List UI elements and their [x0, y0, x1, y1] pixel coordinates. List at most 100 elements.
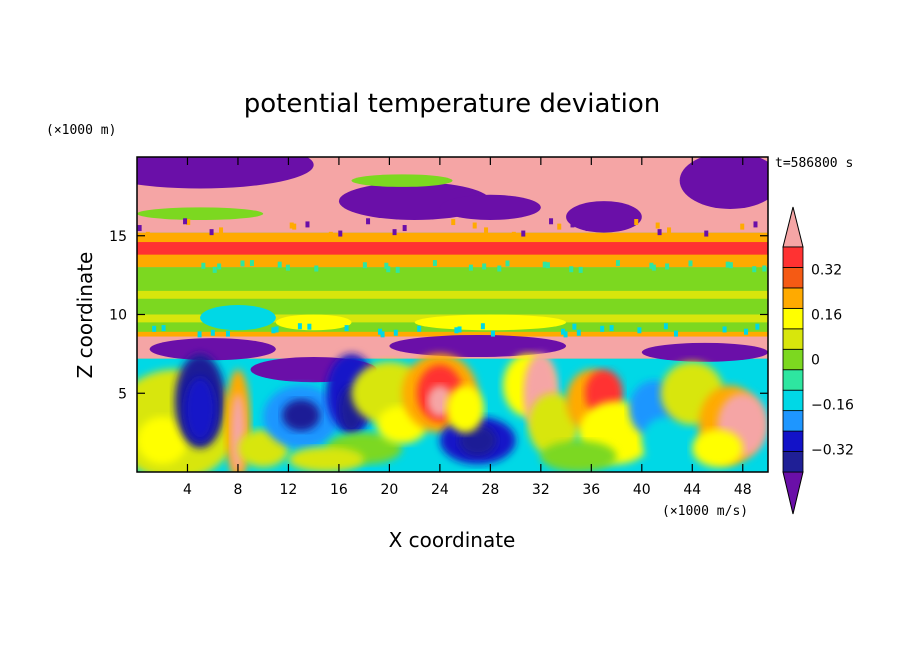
interface-speckle	[362, 262, 367, 269]
x-tick-label: 36	[582, 482, 600, 498]
interface-speckle	[314, 265, 319, 272]
time-label: t=586800 s	[775, 156, 853, 171]
interface-speckle	[505, 260, 510, 267]
turbulent-eddy	[458, 424, 497, 457]
top-purple	[679, 157, 768, 209]
x-tick-label: 20	[380, 482, 398, 498]
interface-speckle	[392, 229, 397, 236]
colorbar-swatch	[782, 307, 804, 330]
interface-speckle	[762, 265, 767, 272]
interface-speckle	[249, 260, 254, 267]
strip-purple	[389, 334, 567, 358]
interface-speckle	[395, 266, 400, 273]
interface-speckle	[378, 328, 383, 335]
interface-speckle	[688, 260, 693, 267]
x-tick-label: 8	[233, 482, 242, 498]
top-purple	[566, 201, 642, 233]
interface-speckle	[497, 265, 502, 272]
turbulent-eddy	[137, 416, 188, 465]
interface-speckle	[305, 221, 310, 228]
colorbar-tick-label: 0	[811, 353, 820, 369]
x-tick-label: 12	[280, 482, 298, 498]
turbulent-eddy	[230, 393, 246, 472]
interface-speckle	[451, 219, 456, 226]
colorbar-swatch	[782, 389, 804, 412]
interface-speckle	[277, 261, 282, 268]
colorbar-swatch	[782, 328, 804, 350]
interface-speckle	[457, 326, 462, 333]
interface-speckle	[663, 323, 668, 330]
interface-speckle	[344, 325, 349, 332]
interface-speckle	[271, 327, 276, 334]
interface-speckle	[569, 266, 574, 273]
interface-speckle	[665, 263, 670, 270]
interface-speckle	[542, 261, 547, 268]
interface-speckle	[609, 325, 614, 332]
x-axis-label: X coordinate	[389, 528, 516, 552]
y-axis: 5 10 15	[109, 229, 768, 402]
interface-speckle	[209, 229, 214, 236]
y-tick-label: 10	[109, 308, 127, 324]
x-unit-label: (×1000 m/s)	[662, 504, 748, 519]
interface-speckle	[338, 230, 343, 237]
interface-speckle	[576, 329, 581, 336]
interface-speckle	[615, 260, 620, 267]
colorbar-tick-label: −0.16	[811, 398, 854, 414]
interface-speckle	[667, 227, 672, 234]
interface-speckle	[152, 325, 157, 332]
colorbar-tick-label: −0.32	[811, 443, 854, 459]
interface-speckle	[384, 262, 389, 269]
top-green	[351, 174, 453, 187]
interface-speckle	[480, 323, 485, 330]
interface-speckle	[561, 328, 566, 335]
contour-field	[137, 157, 768, 472]
turbulent-eddy	[540, 440, 617, 472]
interface-speckle	[217, 263, 222, 270]
interface-speckle	[289, 222, 294, 229]
colorbar-swatch	[782, 451, 804, 473]
interface-speckle	[201, 262, 206, 269]
interface-speckle	[673, 330, 678, 337]
interface-speckle	[744, 328, 749, 335]
top-purple	[439, 194, 541, 220]
interface-speckle	[297, 323, 302, 330]
interface-speckle	[380, 331, 385, 338]
interface-speckle	[755, 323, 760, 330]
interface-speckle	[545, 262, 550, 269]
turbulent-eddy	[288, 446, 365, 472]
interface-speckle	[722, 326, 727, 333]
interface-speckle	[417, 325, 422, 332]
top-green	[137, 207, 264, 220]
interface-speckle	[521, 230, 526, 237]
x-tick-label: 48	[734, 482, 752, 498]
y-unit-label: (×1000 m)	[46, 123, 116, 138]
interface-speckle	[725, 261, 730, 268]
colorbar-swatch	[782, 369, 804, 391]
colorbar-swatch	[782, 348, 804, 371]
turbulent-eddy	[184, 377, 216, 441]
x-tick-label: 32	[532, 482, 550, 498]
interface-speckle	[240, 260, 245, 267]
mid-yellow-patch	[275, 314, 352, 331]
colorbar: 0.32 0.16 0 −0.16 −0.32	[782, 206, 854, 515]
interface-speckle	[753, 221, 758, 228]
interface-speckle	[484, 227, 489, 234]
interface-speckle	[386, 266, 391, 273]
x-tick-label: 4	[183, 482, 192, 498]
x-tick-label: 16	[330, 482, 348, 498]
interface-speckle	[649, 262, 654, 269]
turbulent-eddy	[282, 399, 320, 432]
interface-speckle	[137, 225, 142, 232]
interface-speckle	[482, 263, 487, 270]
interface-speckle	[752, 266, 757, 273]
interface-speckle	[740, 223, 745, 230]
colorbar-swatch	[782, 410, 804, 432]
turbulent-eddy	[528, 393, 579, 457]
interface-speckle	[145, 231, 150, 238]
turbulent-eddy	[446, 385, 485, 433]
interface-speckle	[402, 225, 407, 232]
interface-speckle	[490, 330, 495, 337]
colorbar-swatch	[782, 246, 804, 268]
interface-speckle	[432, 260, 437, 267]
interface-speckle	[578, 266, 583, 273]
